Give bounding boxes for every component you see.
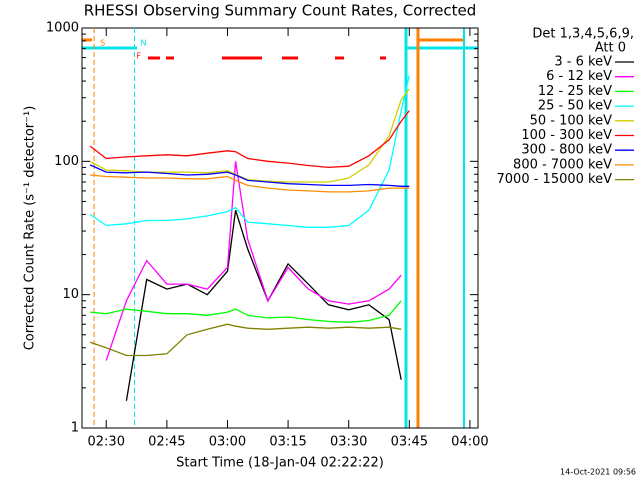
marker-label: N: [141, 39, 147, 48]
x-tick-label: 03:15: [269, 435, 306, 450]
x-axis-label: Start Time (18-Jan-04 02:22:22): [176, 456, 384, 471]
y-tick-label: 1: [71, 421, 79, 436]
legend-label: 7000 - 15000 keV: [497, 172, 613, 187]
status-bars: [82, 28, 478, 428]
footer: 14-Oct-2021 09:56: [560, 468, 636, 477]
series-line: [90, 174, 410, 193]
x-tick-label: 04:00: [451, 435, 488, 450]
series-line: [89, 323, 402, 357]
y-tick-label: 1000: [46, 21, 79, 36]
series-line: [125, 210, 402, 401]
x-tick-label: 03:45: [391, 435, 428, 450]
marker-label: S: [100, 39, 105, 48]
x-tick-label: 02:45: [148, 435, 185, 450]
series-line: [89, 75, 410, 228]
legend-label: 3 - 6 keV: [554, 55, 612, 70]
x-tick-label: 02:30: [88, 435, 125, 450]
series-line: [105, 161, 402, 361]
legend-header: Det 1,3,4,5,6,9,: [532, 27, 634, 42]
legend-label: 800 - 7000 keV: [513, 157, 612, 172]
marker-label: F: [137, 52, 142, 61]
series-line: [89, 88, 410, 183]
legend-label: 100 - 300 keV: [521, 128, 612, 143]
y-tick-label: 10: [62, 287, 79, 302]
x-tick-label: 03:00: [209, 435, 246, 450]
series-line: [90, 300, 402, 323]
chart-title: RHESSI Observing Summary Count Rates, Co…: [84, 2, 477, 20]
x-tick-label: 03:30: [330, 435, 367, 450]
legend-label: 300 - 800 keV: [521, 143, 612, 158]
legend-label: 50 - 100 keV: [530, 113, 613, 128]
legend-label: 6 - 12 keV: [546, 69, 612, 84]
y-axis-label: Corrected Count Rate (s⁻¹ detector⁻¹): [23, 106, 38, 351]
legend-label: 12 - 25 keV: [538, 84, 612, 99]
legend-header: Att 0: [595, 41, 626, 56]
plot-frame: [81, 27, 479, 429]
series-line: [89, 110, 410, 169]
legend-label: 25 - 50 keV: [538, 99, 612, 114]
series-line: [89, 164, 410, 187]
y-tick-label: 100: [54, 154, 79, 169]
